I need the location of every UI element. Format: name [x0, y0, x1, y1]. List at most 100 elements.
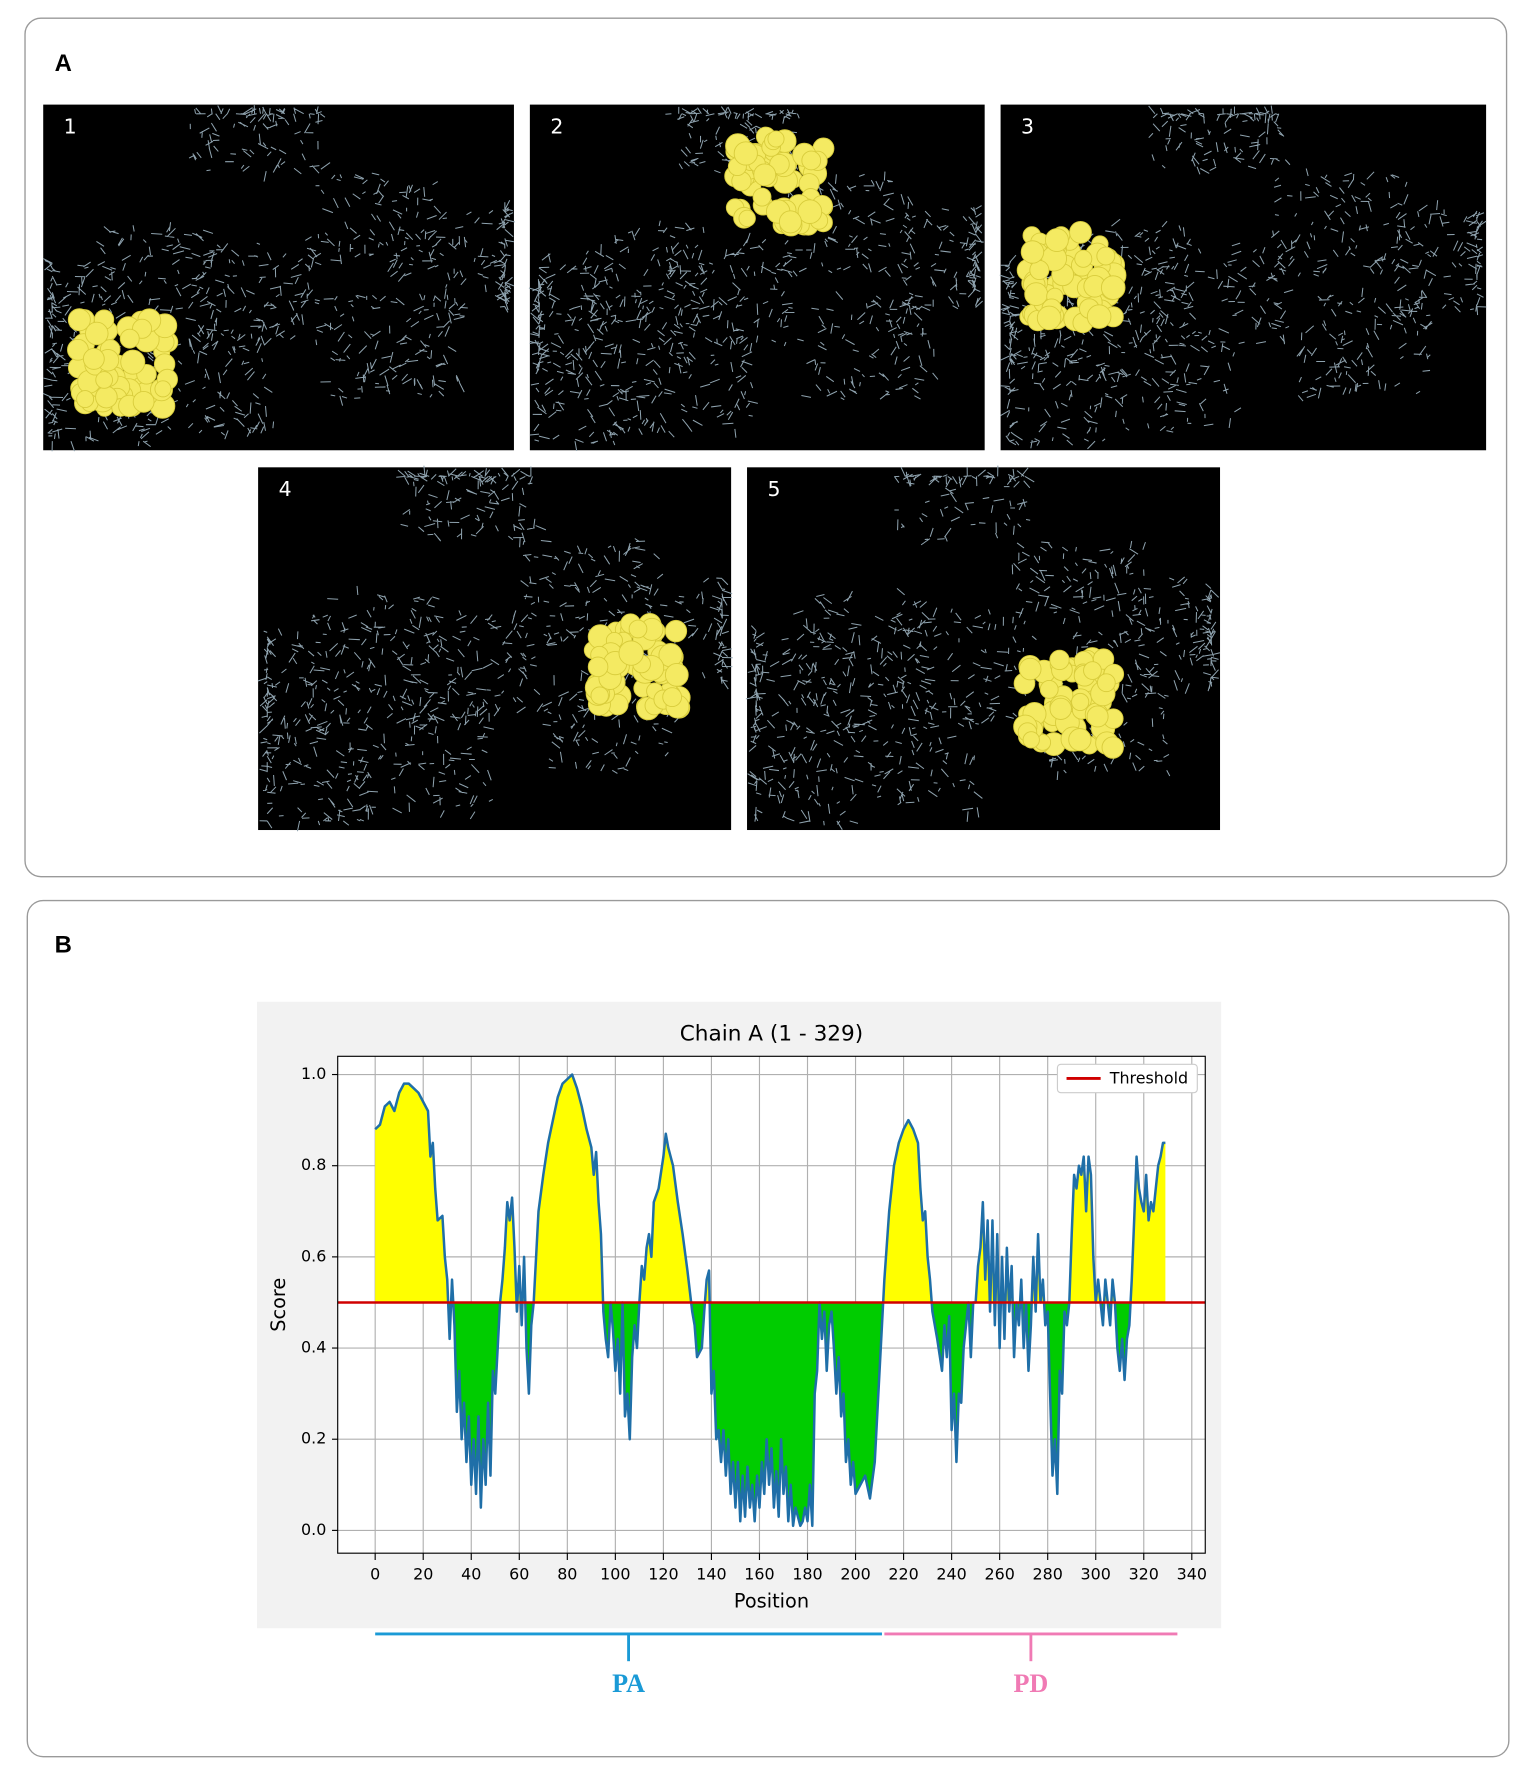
ligand-sphere — [801, 150, 822, 171]
ligand-sphere — [1049, 697, 1072, 720]
backbone-sticks — [745, 465, 1221, 830]
score-line — [374, 1073, 1166, 1528]
chart: 0.0 0.2 0.4 0.6 0.8 1.0 0 20 40 60 80 100 120 140 160 1… — [267, 1022, 1207, 1699]
backbone-sticks — [528, 106, 984, 452]
ligand-sphere — [618, 640, 644, 666]
x-tick-label: 40 — [461, 1564, 481, 1583]
y-tick-label: 1.0 — [301, 1064, 326, 1083]
ligand-sphere — [76, 390, 95, 409]
x-tick-label: 340 — [1177, 1564, 1207, 1583]
ligand-sphere — [85, 321, 109, 346]
ligand-sphere — [1069, 220, 1092, 244]
ligand-sphere — [1096, 246, 1116, 266]
image-number: 3 — [1021, 114, 1034, 138]
x-tick-label: 100 — [600, 1564, 630, 1583]
plot-frame — [337, 1055, 1206, 1554]
ligand-sphere — [1101, 736, 1124, 759]
structure-images: 1 2 3 4 5 — [42, 104, 1487, 832]
ligand-sphere — [1036, 305, 1062, 331]
y-tick-label: 0.2 — [301, 1429, 326, 1448]
y-tick-label: 0.4 — [301, 1338, 326, 1357]
structure-image: 5 — [745, 465, 1221, 831]
ligand-sphere — [733, 141, 758, 166]
structure-image: 2 — [528, 104, 985, 452]
y-tick-label: 0.8 — [301, 1155, 326, 1174]
ligand-sphere — [664, 662, 689, 687]
y-tick-label: 0.0 — [301, 1520, 326, 1539]
ligand-sphere — [1039, 679, 1059, 699]
ligand-sphere — [1071, 692, 1090, 712]
x-tick-label: 60 — [509, 1564, 529, 1583]
ligand-sphere — [95, 371, 113, 389]
x-tick-label: 320 — [1129, 1564, 1159, 1583]
domain-label: PA — [612, 1669, 645, 1698]
ligand-sphere — [664, 619, 688, 643]
x-tick-label: 140 — [696, 1564, 726, 1583]
ligand-sphere — [753, 163, 777, 187]
ligand-sphere — [767, 130, 785, 148]
panel-label: B — [55, 931, 72, 958]
ligand-sphere — [1096, 673, 1116, 693]
ligand-sphere — [119, 328, 140, 349]
legend-box — [1056, 1063, 1198, 1094]
x-axis-label: Position — [734, 1590, 809, 1613]
ligand-sphere — [82, 348, 105, 370]
ligand-sphere — [120, 349, 146, 375]
legend-label: Threshold — [1109, 1069, 1188, 1088]
ligand-sphere — [67, 308, 91, 332]
structure-image: 4 — [257, 465, 733, 832]
x-tick-label: 280 — [1033, 1564, 1063, 1583]
y-tick-label: 0.6 — [301, 1246, 326, 1265]
ligand-sphere — [1100, 275, 1126, 300]
structure-image: 1 — [42, 104, 515, 452]
ligand-sphere — [95, 385, 118, 409]
image-number: 1 — [64, 114, 77, 138]
area-above — [375, 1074, 1166, 1303]
y-axis-label: Score — [267, 1278, 290, 1332]
image-number: 5 — [768, 477, 781, 501]
x-tick-label: 300 — [1081, 1564, 1111, 1583]
ligand-sphere — [590, 686, 609, 705]
x-tick-label: 0 — [370, 1564, 380, 1583]
backbone-sticks — [999, 105, 1487, 450]
ligand-sphere — [1020, 240, 1045, 264]
backbone-sticks — [42, 105, 515, 452]
ligand-sphere — [1083, 661, 1102, 680]
ligand-sphere — [752, 187, 772, 207]
ligand-sphere — [132, 390, 155, 413]
ligand-sphere — [662, 687, 683, 708]
x-tick-label: 20 — [413, 1564, 433, 1583]
x-tick-label: 240 — [936, 1564, 966, 1583]
ligand-sphere — [628, 619, 648, 639]
image-background — [747, 467, 1221, 831]
ligand-sphere — [587, 656, 609, 678]
x-tick-label: 260 — [984, 1564, 1014, 1583]
ligand-sphere — [1086, 705, 1109, 728]
domain-label: PD — [1013, 1669, 1048, 1698]
panel-label: A — [55, 50, 72, 77]
ligand-sphere — [1049, 649, 1070, 671]
ligand-sphere — [154, 380, 172, 398]
ligand-sphere — [778, 210, 802, 234]
x-tick-label: 180 — [792, 1564, 822, 1583]
x-tick-label: 160 — [744, 1564, 774, 1583]
ligand-sphere — [1074, 249, 1093, 268]
ligand-sphere — [1068, 728, 1092, 752]
structure-image: 3 — [999, 104, 1487, 451]
x-tick-label: 120 — [648, 1564, 678, 1583]
x-tick-label: 220 — [888, 1564, 918, 1583]
ligand-sphere — [1086, 304, 1112, 329]
ligand-sphere — [738, 209, 756, 228]
image-number: 2 — [550, 114, 563, 138]
image-number: 4 — [279, 477, 292, 501]
x-tick-label: 200 — [840, 1564, 870, 1583]
ligand-sphere — [797, 199, 823, 224]
chart-title: Chain A (1 - 329) — [680, 1022, 864, 1047]
x-tick-label: 80 — [557, 1564, 577, 1583]
ligand-sphere — [1022, 731, 1040, 749]
ligand-sphere — [1018, 657, 1042, 681]
area-below — [375, 1302, 1166, 1526]
ligand-sphere — [1044, 228, 1069, 253]
